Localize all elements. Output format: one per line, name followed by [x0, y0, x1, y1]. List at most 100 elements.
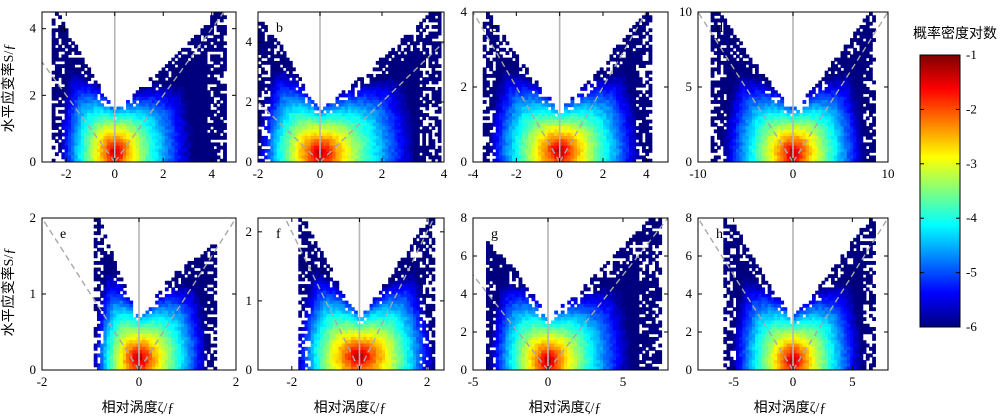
density-cell	[304, 129, 309, 134]
density-cell	[378, 158, 383, 162]
density-cell	[261, 60, 265, 65]
density-cell	[638, 135, 643, 140]
density-cell	[551, 142, 555, 147]
density-cell	[413, 87, 417, 91]
density-cell	[200, 28, 205, 33]
density-cell	[437, 129, 442, 134]
density-cell	[276, 90, 281, 95]
density-cell	[267, 148, 271, 153]
density-cell	[846, 57, 851, 62]
density-cell	[583, 103, 588, 108]
density-cell	[413, 145, 417, 150]
density-cell	[872, 38, 876, 42]
density-cell	[273, 139, 278, 144]
density-cell	[282, 152, 287, 157]
density-cell	[723, 77, 728, 82]
density-cell	[142, 148, 147, 153]
density-cell	[489, 139, 494, 144]
density-cell	[388, 51, 392, 55]
density-cell	[596, 122, 601, 127]
density-cell	[577, 129, 581, 134]
density-cell	[512, 77, 516, 82]
density-cell	[635, 109, 640, 114]
density-cell	[505, 67, 510, 72]
density-cell	[632, 51, 637, 55]
density-cell	[872, 80, 876, 85]
density-cell	[372, 106, 377, 111]
density-cell	[551, 106, 555, 111]
density-cell	[482, 116, 487, 121]
density-cell	[645, 139, 650, 144]
density-cell	[544, 96, 549, 101]
density-cell	[821, 77, 826, 82]
density-cell	[425, 103, 430, 108]
density-cell	[90, 139, 95, 144]
density-cell	[261, 77, 265, 82]
density-cell	[758, 87, 762, 91]
density-cell	[210, 87, 214, 91]
density-cell	[87, 67, 92, 72]
density-cell	[301, 87, 306, 91]
density-cell	[437, 158, 442, 162]
density-cell	[434, 93, 439, 98]
density-cell	[570, 126, 575, 130]
density-cell	[406, 135, 411, 140]
x-tick-label: 4	[441, 166, 448, 181]
density-cell	[219, 119, 224, 124]
density-cell	[109, 152, 114, 157]
density-cell	[518, 145, 523, 150]
density-cell	[612, 51, 617, 55]
density-cell	[391, 47, 395, 52]
density-cell	[298, 109, 302, 114]
density-cell	[492, 135, 497, 140]
density-cell	[174, 116, 179, 121]
density-cell	[332, 135, 337, 140]
density-cell	[206, 93, 211, 98]
density-cell	[174, 129, 179, 134]
density-cell	[837, 87, 842, 91]
density-cell	[590, 93, 594, 98]
density-cell	[416, 70, 420, 75]
density-cell	[200, 113, 205, 117]
density-cell	[276, 96, 281, 101]
density-cell	[258, 47, 262, 52]
density-cell	[184, 96, 189, 101]
density-cell	[521, 132, 526, 137]
density-cell	[512, 109, 516, 114]
density-cell	[51, 31, 56, 36]
density-cell	[151, 126, 156, 130]
density-cell	[596, 148, 601, 153]
density-cell	[512, 54, 516, 59]
density-cell	[869, 21, 873, 26]
density-cell	[391, 80, 395, 85]
density-cell	[518, 116, 523, 121]
density-cell	[843, 60, 848, 65]
density-cell	[612, 67, 617, 72]
density-cell	[369, 132, 374, 137]
density-cell	[177, 67, 182, 72]
density-cell	[71, 142, 75, 147]
density-cell	[632, 83, 637, 88]
density-cell	[363, 113, 368, 117]
density-cell	[158, 70, 163, 75]
density-cell	[206, 67, 211, 72]
density-cell	[347, 158, 352, 162]
density-cell	[726, 28, 731, 33]
density-cell	[645, 135, 650, 140]
density-cell	[289, 122, 293, 127]
density-cell	[583, 83, 588, 88]
density-cell	[508, 142, 513, 147]
density-cell	[609, 113, 614, 117]
density-cell	[344, 106, 349, 111]
density-cell	[859, 70, 864, 75]
density-cell	[710, 44, 715, 49]
density-cell	[184, 106, 189, 111]
density-cell	[116, 135, 121, 140]
density-cell	[223, 122, 227, 127]
density-cell	[61, 25, 66, 29]
density-cell	[391, 109, 395, 114]
density-cell	[80, 67, 85, 72]
density-cell	[219, 70, 224, 75]
density-cell	[193, 80, 198, 85]
